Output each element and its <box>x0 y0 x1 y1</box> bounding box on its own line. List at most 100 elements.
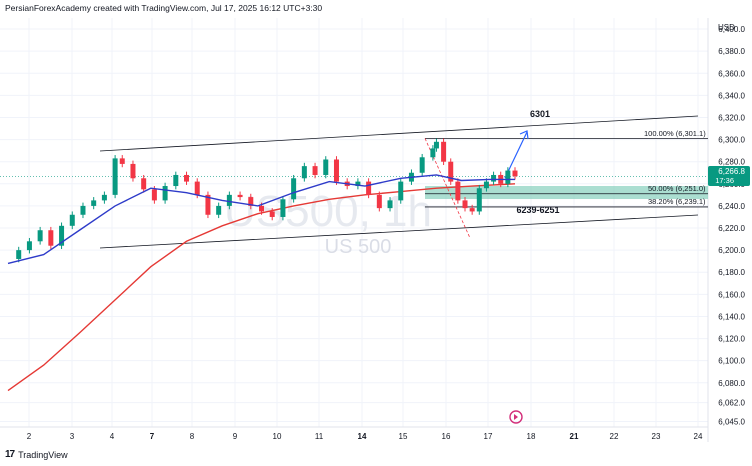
price-tick-label: 6,200.0 <box>718 246 745 255</box>
candle-body <box>433 141 439 149</box>
tradingview-logo-icon: 17 <box>5 449 15 460</box>
time-tick-label: 11 <box>315 432 324 441</box>
time-tick-label: 2 <box>27 432 32 441</box>
price-tick-label: 6,280.0 <box>718 158 745 167</box>
candle-body <box>483 181 489 189</box>
replay-icon[interactable] <box>509 410 523 424</box>
time-tick-label: 7 <box>150 432 155 441</box>
time-tick-label: 22 <box>610 432 619 441</box>
time-tick-label: 21 <box>570 432 579 441</box>
candle-body <box>69 214 75 226</box>
candle-body <box>419 157 425 173</box>
price-tick-label: 6,240.0 <box>718 202 745 211</box>
price-tick-label: 6,180.0 <box>718 268 745 277</box>
time-tick-label: 18 <box>527 432 536 441</box>
candle-body <box>248 197 254 206</box>
candle-body <box>301 166 307 179</box>
target-arrow <box>504 131 528 179</box>
target-arrow-head <box>519 130 529 140</box>
candle-body <box>205 194 211 215</box>
price-tick-label: 6,045.0 <box>718 417 745 426</box>
price-tick-label: 6,062.0 <box>718 399 745 408</box>
candle-body <box>37 230 43 242</box>
ma-fast-line <box>7 174 515 265</box>
last-price-badge: 6,266.8 17:36 <box>708 166 750 186</box>
candle-body <box>162 186 168 201</box>
time-axis[interactable]: 2 3 4 7 8 9 10 11 14 15 16 17 18 21 22 23 24 <box>27 432 703 441</box>
time-tick-label: 14 <box>358 432 367 441</box>
time-tick-label: 9 <box>233 432 238 441</box>
tradingview-brand: TradingView <box>18 449 68 460</box>
time-tick-label: 24 <box>694 432 703 441</box>
candle-body <box>291 178 297 200</box>
price-tick-label: 6,120.0 <box>718 335 745 344</box>
time-tick-label: 10 <box>273 432 282 441</box>
ma-slow-layer <box>7 183 516 392</box>
last-price-value: 6,266.8 <box>718 167 745 176</box>
candle-body <box>26 241 32 251</box>
candle-body <box>194 181 200 195</box>
candle-body <box>280 199 286 217</box>
candle-body <box>259 205 264 212</box>
fib-100-label: 100.00% (6,301.1) <box>644 129 706 138</box>
price-axis[interactable]: 6,045.0 6,062.0 6,080.0 6,100.0 6,120.0 6,140… <box>718 25 745 426</box>
currency-label: USD <box>718 23 735 32</box>
candle-body <box>226 194 232 206</box>
time-tick-label: 23 <box>652 432 661 441</box>
candle-body <box>355 181 361 187</box>
ma-fast-layer <box>7 174 515 265</box>
time-tick-label: 15 <box>399 432 408 441</box>
candle-body <box>141 178 147 190</box>
chart-attribution: PersianForexAcademy created with Trading… <box>5 3 323 13</box>
candle-body <box>448 161 454 182</box>
candle-body <box>112 158 118 195</box>
watermark-name: US 500 <box>325 236 392 258</box>
last-price-badge-bg <box>708 166 750 186</box>
bar-countdown: 17:36 <box>715 176 734 185</box>
price-tick-label: 6,220.0 <box>718 224 745 233</box>
candle-body <box>130 163 136 179</box>
candle-body <box>80 205 86 215</box>
price-tick-label: 6,080.0 <box>718 379 745 388</box>
candle-body <box>184 174 190 182</box>
candle-body <box>48 230 54 246</box>
price-tick-label: 6,380.0 <box>718 47 745 56</box>
ma-slow-line <box>7 183 516 392</box>
candle-body <box>469 208 475 212</box>
price-tick-label: 6,360.0 <box>718 69 745 78</box>
candle-body <box>512 170 518 177</box>
candle-body <box>476 188 482 212</box>
support-zone[interactable] <box>425 186 708 199</box>
candle-body <box>269 211 275 217</box>
candle-body <box>505 170 511 184</box>
candle-body <box>398 181 404 201</box>
candle-body <box>101 194 107 201</box>
price-tick-label: 6,320.0 <box>718 113 745 122</box>
projection-line <box>424 138 471 239</box>
candle-body <box>16 250 22 259</box>
candle-body <box>173 174 179 187</box>
price-tick-label: 6,160.0 <box>718 290 745 299</box>
candle-body <box>491 174 497 182</box>
candle-body <box>387 200 393 209</box>
candle-body <box>376 194 382 209</box>
price-tick-label: 6,300.0 <box>718 136 745 145</box>
time-tick-label: 17 <box>484 432 493 441</box>
fib-382-label: 38.20% (6,239.1) <box>648 197 706 206</box>
candle-body <box>151 189 157 201</box>
price-tick-label: 6,140.0 <box>718 312 745 321</box>
candle-body <box>216 205 222 215</box>
candle-body <box>119 158 125 164</box>
annotations <box>0 115 708 249</box>
candle-body <box>91 200 97 206</box>
zone-label: 6239-6251 <box>516 205 559 215</box>
time-tick-label: 3 <box>70 432 75 441</box>
candle-body <box>455 181 461 201</box>
time-tick-label: 4 <box>110 432 115 441</box>
tradingview-footer[interactable]: 17 TradingView <box>5 449 68 460</box>
candle-body <box>323 159 329 175</box>
candle-body <box>59 225 65 246</box>
candle-body <box>462 200 468 209</box>
fib-50-label: 50.00% (6,251.0) <box>648 184 706 193</box>
